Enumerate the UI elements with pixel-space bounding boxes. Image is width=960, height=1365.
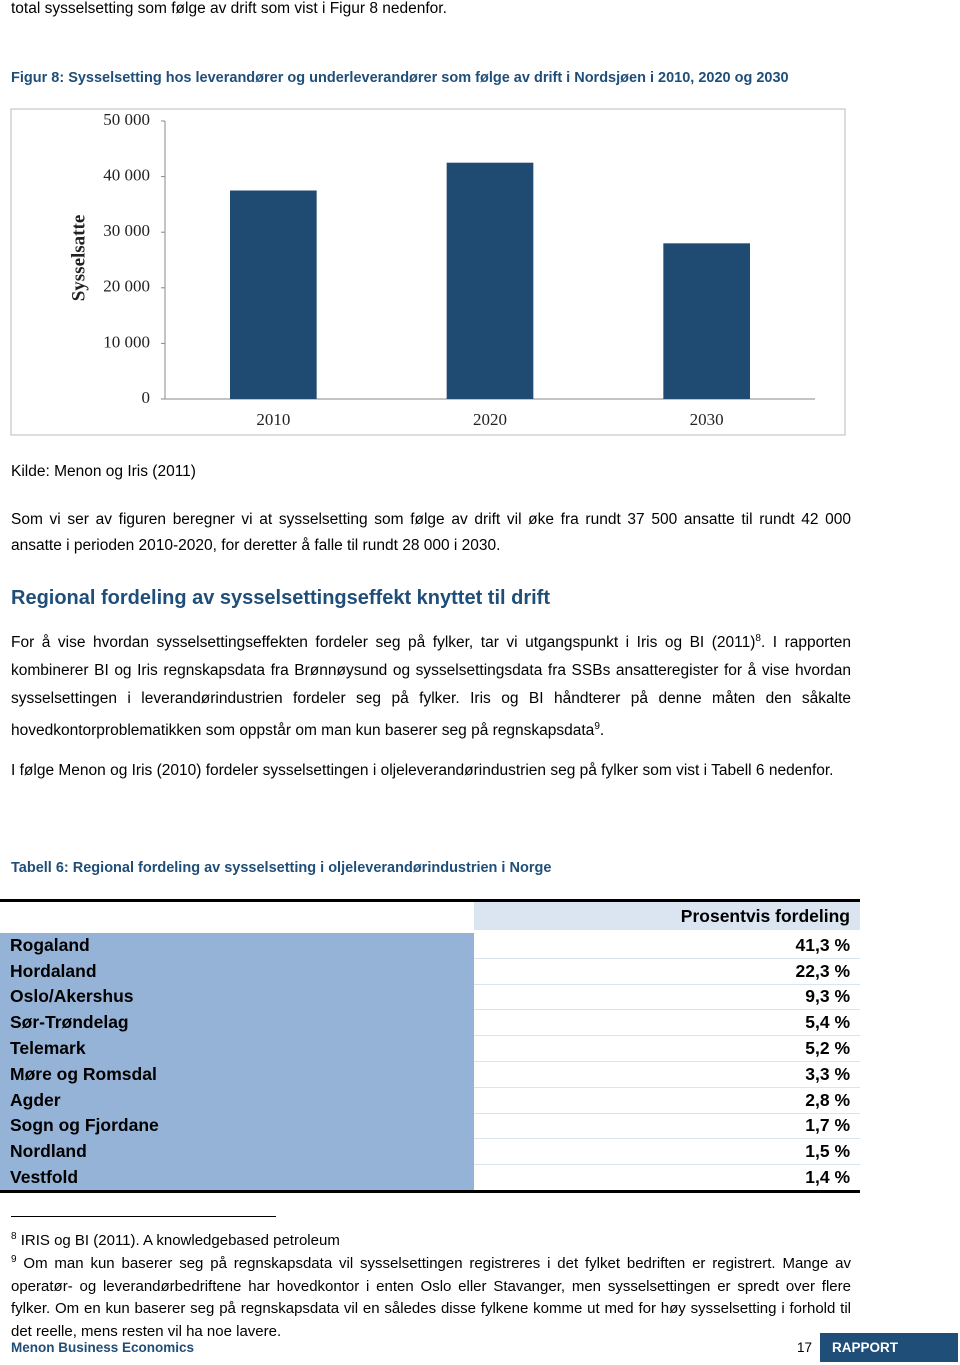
x-tick-label: 2010 [256,410,290,429]
region-cell: Sogn og Fjordane [0,1113,474,1139]
y-tick-label: 20 000 [103,277,150,296]
footer-right: RAPPORT [820,1333,958,1362]
footnote-ref: 9 [594,721,600,733]
footer-left: Menon Business Economics [11,1340,195,1355]
value-cell: 1,4 % [474,1164,860,1192]
table: Prosentvis fordeling Rogaland 41,3 % Horda… [0,899,860,1193]
footnote-number: 9 [11,1254,17,1265]
table-row: Sogn og Fjordane 1,7 % [0,1113,860,1140]
page-number: 17 [797,1340,813,1355]
region-cell: Hordaland [0,958,474,985]
table-row: Sør-Trøndelag 5,4 % [0,1009,860,1037]
value-cell: 41,3 % [474,931,860,959]
footnote-text: IRIS og BI (2011). A knowledgebased petr… [20,1232,340,1249]
header-cell: Prosentvis fordeling [474,900,860,933]
intro: total sysselsetting som følge av drift s… [11,0,447,17]
y-tick-label: 0 [142,388,151,407]
region-cell: Sør-Trøndelag [0,1009,474,1036]
paragraph: I følge Menon og Iris (2010) fordeler sy… [11,762,834,779]
x-tick-label: 2030 [690,410,724,429]
value-cell: 22,3 % [474,958,860,985]
value-cell: 3,3 % [474,1061,860,1088]
y-tick-label: 40 000 [103,166,150,185]
chart: Sysselsatte 0 10 000 20 000 30 000 40 000 50 … [10,108,846,436]
region-cell: Vestfold [0,1164,474,1192]
value-cell: 5,4 % [474,1009,860,1037]
y-axis-label: Sysselsatte [68,215,89,302]
value-cell: 9,3 % [474,984,860,1011]
value-cell: 1,7 % [474,1113,860,1140]
table-caption: Tabell 6: Regional fordeling av sysselse… [11,860,552,876]
heading: Regional fordeling av sysselsettingseffe… [11,587,551,609]
table-row: Vestfold 1,4 % [0,1164,860,1192]
region-cell: Møre og Romsdal [0,1061,474,1088]
region-cell: Nordland [0,1138,474,1165]
header-cell [0,900,474,933]
footnote-text: Om man kun baserer seg på regnskapsdata … [11,1255,851,1340]
table-row: Rogaland 41,3 % [0,931,860,959]
footnote-ref: 8 [755,633,761,644]
value-cell: 2,8 % [474,1087,860,1114]
table-row: Nordland 1,5 % [0,1138,860,1166]
text: For å vise hvordan sysselsettingseffekte… [11,634,756,652]
text: . [599,722,605,740]
value-cell: 5,2 % [474,1035,860,1062]
bar [446,162,534,399]
paragraph: For å vise hvordan sysselsettingseffekte… [11,625,851,745]
figure-caption: Figur 8: Sysselsetting hos leverandører … [11,70,789,86]
region-cell: Rogaland [0,931,474,959]
y-tick-label: 10 000 [103,332,150,351]
table-row: Agder 2,8 % [0,1087,860,1114]
paragraph: Som vi ser av figuren beregner vi at sys… [11,511,851,554]
source: Kilde: Menon og Iris (2011) [11,463,196,480]
region-cell: Telemark [0,1035,474,1062]
footnote: 9 Om man kun baserer seg på regnskapsdat… [11,1249,851,1343]
table-row: Hordaland 22,3 % [0,958,860,985]
footnote-rule [11,1216,276,1217]
bar [663,243,750,399]
value-cell: 1,5 % [474,1138,860,1166]
table-row: Oslo/Akershus 9,3 % [0,984,860,1011]
y-tick-label: 30 000 [103,221,150,240]
region-cell: Oslo/Akershus [0,984,474,1010]
y-tick-label: 50 000 [103,110,150,129]
table-row: Møre og Romsdal 3,3 % [0,1061,860,1088]
footnote-number: 8 [11,1231,17,1242]
x-tick-label: 2020 [473,410,507,429]
table-row: Telemark 5,2 % [0,1035,860,1062]
region-cell: Agder [0,1087,474,1114]
bar [230,190,317,399]
text: . I rapporten kombinerer BI og Iris regn… [11,634,851,740]
footnote: 8 IRIS og BI (2011). A knowledgebased pe… [11,1226,851,1253]
